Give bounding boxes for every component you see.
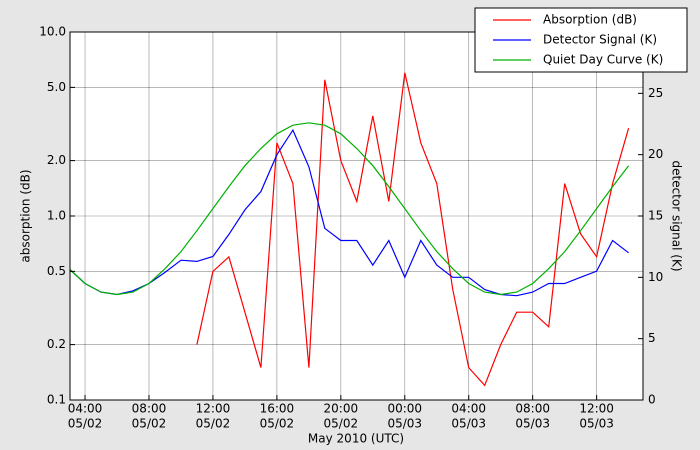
y2-tick-label: 25 [648, 86, 663, 100]
x-tick-label: 04:00 [451, 402, 486, 416]
x-tick-label: 04:00 [68, 402, 103, 416]
x-axis-label: May 2010 (UTC) [308, 432, 404, 446]
y-axis-label: absorption (dB) [19, 169, 33, 262]
x-tick-label: 05/02 [260, 417, 295, 431]
y2-tick-label: 20 [648, 147, 663, 161]
y-tick-label: 0.5 [47, 264, 66, 278]
lines [70, 72, 630, 387]
x-tick-label: 05/02 [132, 417, 167, 431]
x-tick-label: 08:00 [515, 402, 550, 416]
y-tick-label: 5.0 [47, 80, 66, 94]
x-tick-label: 05/03 [451, 417, 486, 431]
y-tick-label: 2.0 [47, 153, 66, 167]
x-tick-label: 05/02 [324, 417, 359, 431]
x-tick-label: 16:00 [260, 402, 295, 416]
x-tick-label: 08:00 [132, 402, 167, 416]
legend-label: Quiet Day Curve (K) [543, 53, 663, 67]
x-tick-label: 12:00 [196, 402, 231, 416]
y2-axis-label: detector signal (K) [670, 160, 684, 271]
y-tick-label: 0.2 [47, 337, 66, 351]
plot-area [70, 32, 643, 400]
legend-label: Detector Signal (K) [543, 33, 657, 47]
y-tick-label: 1.0 [47, 209, 66, 223]
y2-tick-label: 15 [648, 209, 663, 223]
y2-tick-label: 5 [648, 331, 656, 345]
series-line [196, 72, 630, 387]
series-line [70, 122, 630, 296]
legend: Absorption (dB) Detector Signal (K) Quiet … [474, 7, 688, 73]
x-tick-label: 05/02 [68, 417, 103, 431]
x-tick-label: 20:00 [324, 402, 359, 416]
x-tick-label: 12:00 [579, 402, 614, 416]
legend-label: Absorption (dB) [543, 13, 637, 27]
y2-tick-label: 10 [648, 270, 663, 284]
y-tick-label: 0.1 [47, 393, 66, 407]
x-tick-label: 05/03 [515, 417, 550, 431]
grid [70, 31, 643, 401]
y2-tick-label: 0 [648, 393, 656, 407]
x-tick-label: 00:00 [387, 402, 422, 416]
series-line [70, 128, 629, 297]
x-tick-label: 05/03 [579, 417, 614, 431]
y-tick-label: 10.0 [39, 25, 66, 39]
x-tick-label: 05/03 [387, 417, 422, 431]
x-tick-label: 05/02 [196, 417, 231, 431]
